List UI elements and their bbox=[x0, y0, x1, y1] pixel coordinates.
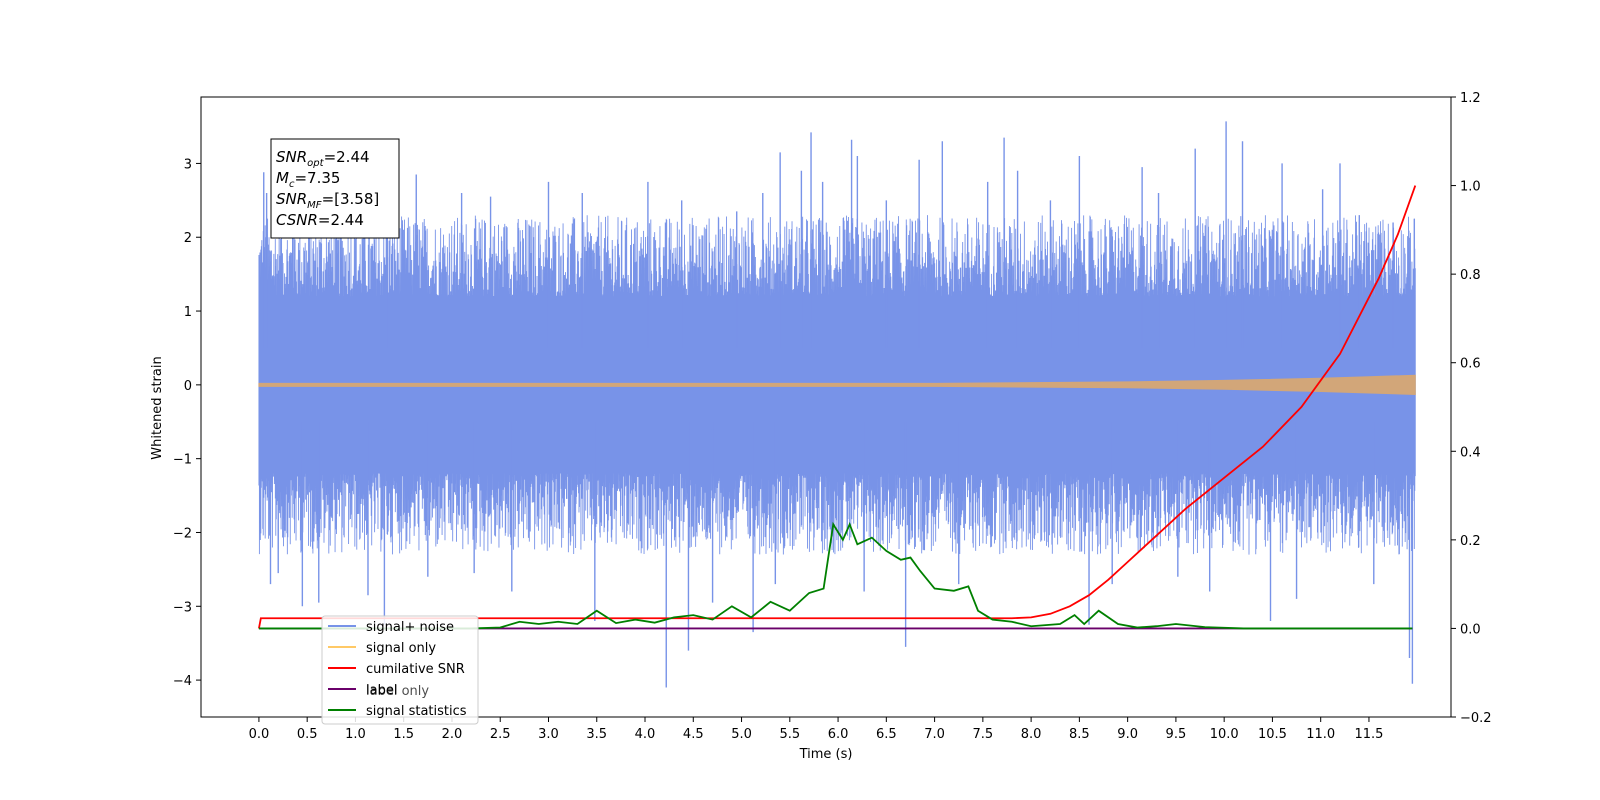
y-tick-label: 1 bbox=[184, 305, 192, 320]
x-tick-label: 2.5 bbox=[490, 727, 511, 742]
y-axis-left: 3 2 1 0 −1 −2 −3 −4 bbox=[173, 157, 201, 689]
y-axis-label: Whitened strain bbox=[150, 356, 165, 459]
y-tick-label: −4 bbox=[173, 674, 192, 689]
x-axis: 0.0 0.5 1.0 1.5 2.0 2.5 3.0 3.5 4.0 4.5 5.0 5.5 6.0 6… bbox=[249, 717, 1383, 742]
plot-area bbox=[258, 121, 1417, 688]
x-tick-label: 3.0 bbox=[538, 727, 559, 742]
x-tick-label: 8.5 bbox=[1069, 727, 1090, 742]
legend: label only signal+ noise signal only cumila… bbox=[321, 615, 479, 725]
x-tick-label: 9.5 bbox=[1166, 727, 1187, 742]
x-tick-label: 7.5 bbox=[973, 727, 994, 742]
annotation-frame bbox=[270, 138, 400, 239]
y-tick-label: −1 bbox=[173, 453, 192, 468]
y2-tick-label: 1.2 bbox=[1460, 91, 1481, 106]
legend-frame bbox=[321, 615, 479, 725]
y2-tick-label: 0.2 bbox=[1460, 534, 1481, 549]
legend-entry-label: cumilative SNR bbox=[366, 662, 465, 677]
x-tick-label: 4.0 bbox=[635, 727, 656, 742]
x-tick-label: 7.0 bbox=[924, 727, 945, 742]
y-tick-label: 2 bbox=[184, 231, 192, 246]
series-signal-only bbox=[258, 374, 1416, 395]
y-tick-label: 0 bbox=[184, 379, 192, 394]
x-tick-label: 3.5 bbox=[586, 727, 607, 742]
x-tick-label: 10.5 bbox=[1258, 727, 1287, 742]
y2-tick-label: 0.4 bbox=[1460, 445, 1481, 460]
x-tick-label: 11.5 bbox=[1354, 727, 1383, 742]
x-tick-label: 10.0 bbox=[1210, 727, 1239, 742]
y-axis-right: 1.2 1.0 0.8 0.6 0.4 0.2 0.0 −0.2 bbox=[1451, 91, 1492, 726]
x-tick-label: 5.5 bbox=[779, 727, 800, 742]
legend-faded-label: label only bbox=[366, 684, 429, 699]
x-tick-label: 11.0 bbox=[1306, 727, 1335, 742]
y-tick-label: −3 bbox=[173, 600, 192, 615]
x-tick-label: 0.0 bbox=[249, 727, 270, 742]
legend-entry-label: signal only bbox=[366, 641, 436, 656]
series-cumulative-snr bbox=[258, 185, 1417, 629]
legend-entry-label: label bbox=[366, 683, 397, 698]
y2-tick-label: 1.0 bbox=[1460, 180, 1481, 195]
x-tick-label: 1.0 bbox=[345, 727, 366, 742]
axes-frame bbox=[200, 96, 1452, 718]
x-tick-label: 0.5 bbox=[297, 727, 318, 742]
y2-tick-label: 0.0 bbox=[1460, 622, 1481, 637]
annotation-line: SNRopt=2.44 bbox=[276, 148, 370, 169]
annotation-line: Mc=7.35 bbox=[276, 169, 340, 190]
x-tick-label: 6.0 bbox=[828, 727, 849, 742]
x-tick-label: 4.5 bbox=[683, 727, 704, 742]
x-axis-label: Time (s) bbox=[799, 747, 853, 762]
y2-tick-label: 0.8 bbox=[1460, 268, 1481, 283]
series-signal-statistics bbox=[258, 521, 1413, 630]
x-tick-label: 5.0 bbox=[731, 727, 752, 742]
annotation-line: SNRMF=[3.58] bbox=[276, 190, 379, 211]
x-tick-label: 1.5 bbox=[393, 727, 414, 742]
legend-entry-label: signal statistics bbox=[366, 704, 467, 719]
x-tick-label: 9.0 bbox=[1117, 727, 1138, 742]
x-tick-label: 6.5 bbox=[876, 727, 897, 742]
annotation-line: CSNR=2.44 bbox=[276, 211, 364, 229]
y2-tick-label: −0.2 bbox=[1460, 711, 1492, 726]
x-tick-label: 8.0 bbox=[1021, 727, 1042, 742]
legend-entry-label: signal+ noise bbox=[366, 620, 454, 635]
y-tick-label: −2 bbox=[173, 526, 192, 541]
y-tick-label: 3 bbox=[184, 157, 192, 172]
x-tick-label: 2.0 bbox=[442, 727, 463, 742]
y2-tick-label: 0.6 bbox=[1460, 357, 1481, 372]
